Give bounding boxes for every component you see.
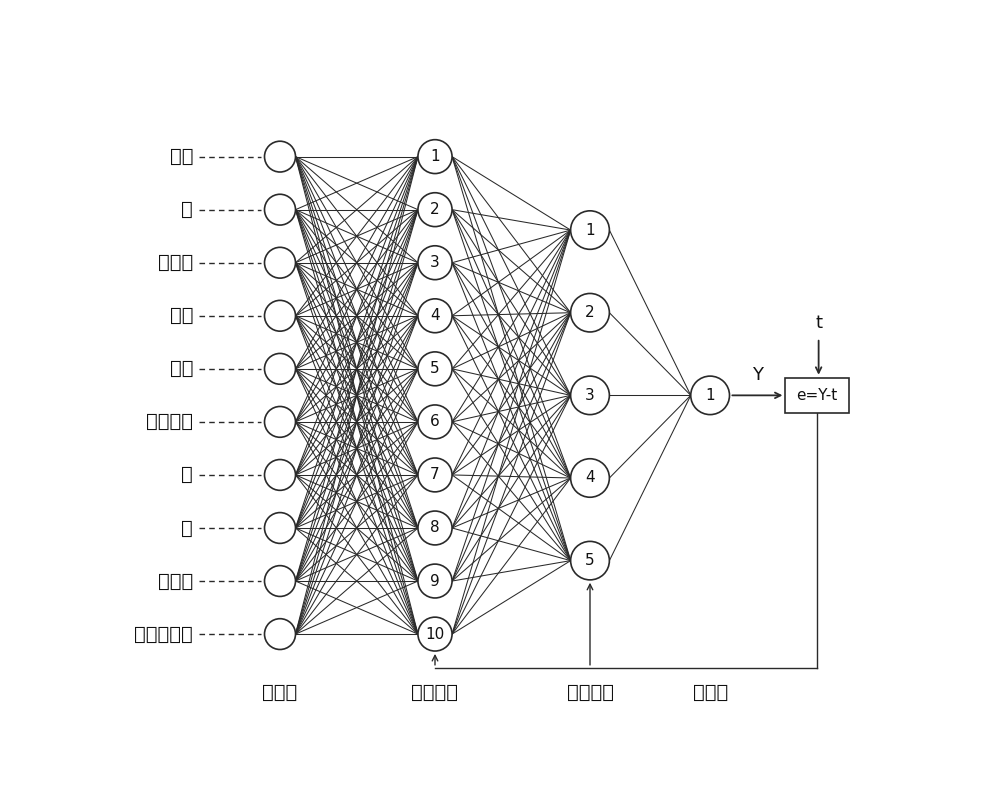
- Ellipse shape: [264, 513, 296, 544]
- Text: 7: 7: [430, 467, 440, 483]
- Ellipse shape: [418, 405, 452, 439]
- Text: 4: 4: [585, 471, 595, 486]
- Ellipse shape: [264, 142, 296, 172]
- Text: 增粘剂: 增粘剂: [158, 572, 193, 591]
- Ellipse shape: [571, 376, 609, 415]
- Text: 8: 8: [430, 521, 440, 536]
- Text: 输入层: 输入层: [262, 683, 298, 702]
- Ellipse shape: [571, 541, 609, 580]
- Text: 硅粉: 硅粉: [170, 359, 193, 378]
- Text: 1: 1: [705, 388, 715, 403]
- Text: 9: 9: [430, 573, 440, 588]
- Text: 第二隐层: 第二隐层: [566, 683, 614, 702]
- Ellipse shape: [418, 192, 452, 227]
- Text: 6: 6: [430, 414, 440, 429]
- Text: 3: 3: [585, 388, 595, 403]
- Text: 3: 3: [430, 255, 440, 270]
- Text: 第一隐层: 第一隐层: [412, 683, 458, 702]
- Text: 石灰石粉: 石灰石粉: [146, 413, 193, 432]
- Text: 输出层: 输出层: [692, 683, 728, 702]
- Text: 石: 石: [181, 518, 193, 537]
- Ellipse shape: [418, 511, 452, 545]
- Text: 5: 5: [585, 553, 595, 568]
- Text: 粉煤灰: 粉煤灰: [158, 254, 193, 272]
- Text: 砂: 砂: [181, 465, 193, 484]
- Text: 1: 1: [585, 223, 595, 238]
- Ellipse shape: [264, 619, 296, 650]
- Ellipse shape: [264, 565, 296, 596]
- Text: 水泥: 水泥: [170, 147, 193, 166]
- Text: 10: 10: [425, 626, 445, 642]
- Text: 2: 2: [430, 202, 440, 217]
- Ellipse shape: [418, 246, 452, 280]
- Ellipse shape: [264, 406, 296, 437]
- Ellipse shape: [571, 293, 609, 332]
- Ellipse shape: [264, 247, 296, 278]
- Text: 高效减水剂: 高效减水剂: [134, 625, 193, 644]
- Ellipse shape: [571, 459, 609, 497]
- Ellipse shape: [418, 617, 452, 651]
- Text: 5: 5: [430, 361, 440, 376]
- Text: Y: Y: [752, 366, 763, 384]
- FancyBboxPatch shape: [785, 378, 849, 413]
- Ellipse shape: [264, 194, 296, 225]
- Text: 2: 2: [585, 305, 595, 320]
- Ellipse shape: [418, 299, 452, 333]
- Ellipse shape: [571, 211, 609, 250]
- Ellipse shape: [418, 140, 452, 173]
- Ellipse shape: [264, 460, 296, 491]
- Text: 水: 水: [181, 200, 193, 219]
- Text: t: t: [815, 314, 822, 332]
- Ellipse shape: [418, 458, 452, 492]
- Ellipse shape: [691, 376, 730, 415]
- Text: 矿渣: 矿渣: [170, 306, 193, 325]
- Text: 4: 4: [430, 308, 440, 324]
- Ellipse shape: [264, 354, 296, 384]
- Ellipse shape: [264, 301, 296, 332]
- Ellipse shape: [418, 564, 452, 598]
- Text: e=Y-t: e=Y-t: [796, 388, 838, 403]
- Ellipse shape: [418, 352, 452, 386]
- Text: 1: 1: [430, 149, 440, 164]
